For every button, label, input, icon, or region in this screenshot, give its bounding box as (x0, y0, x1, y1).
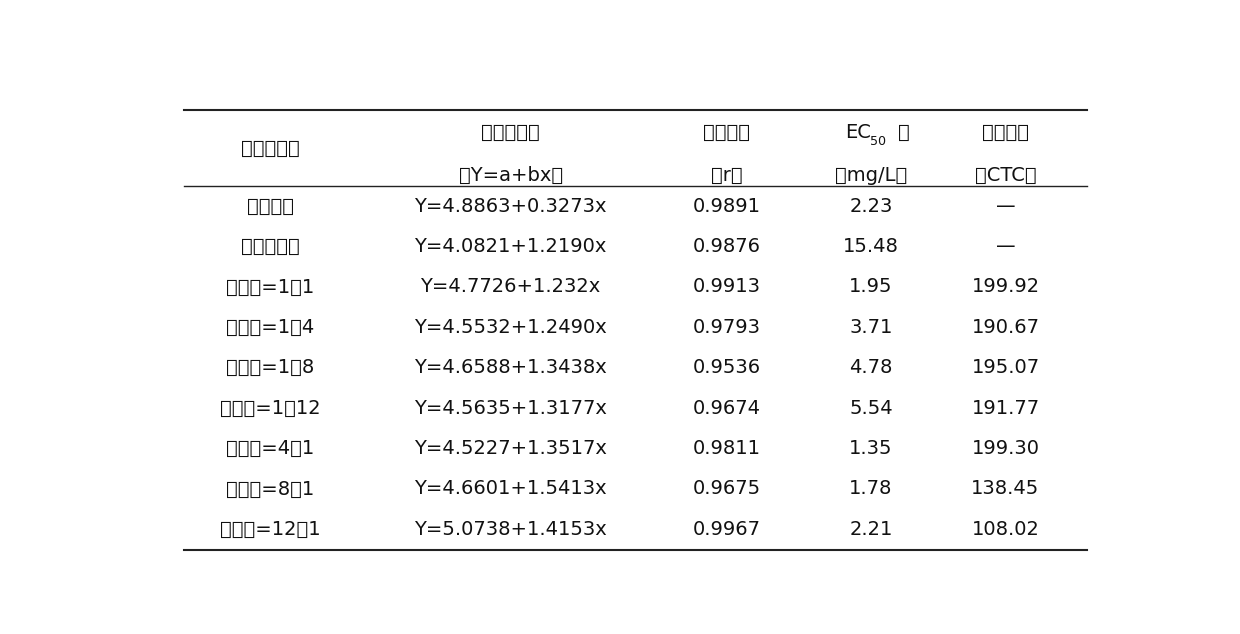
Text: 共毒系数: 共毒系数 (982, 123, 1029, 142)
Text: 2.23: 2.23 (849, 197, 893, 216)
Text: 回归方程式: 回归方程式 (481, 123, 539, 142)
Text: 药剂及配比: 药剂及配比 (241, 139, 300, 158)
Text: 啊：三=1：4: 啊：三=1：4 (226, 318, 315, 337)
Text: 啊：三=1：8: 啊：三=1：8 (226, 358, 315, 377)
Text: 三乙膚酸铝: 三乙膚酸铝 (241, 237, 300, 256)
Text: Y=4.7726+1.232x: Y=4.7726+1.232x (420, 278, 600, 297)
Text: 値: 値 (898, 123, 910, 142)
Text: 0.9913: 0.9913 (693, 278, 761, 297)
Text: 195.07: 195.07 (971, 358, 1039, 377)
Text: 199.92: 199.92 (971, 278, 1039, 297)
Text: Y=4.5532+1.2490x: Y=4.5532+1.2490x (414, 318, 606, 337)
Text: Y=4.5227+1.3517x: Y=4.5227+1.3517x (414, 439, 608, 458)
Text: —: — (996, 197, 1016, 216)
Text: 1.78: 1.78 (849, 479, 893, 498)
Text: Y=4.6601+1.5413x: Y=4.6601+1.5413x (414, 479, 606, 498)
Text: —: — (996, 237, 1016, 256)
Text: （mg/L）: （mg/L） (835, 165, 908, 184)
Text: Y=4.6588+1.3438x: Y=4.6588+1.3438x (414, 358, 606, 377)
Text: Y=4.8863+0.3273x: Y=4.8863+0.3273x (414, 197, 606, 216)
Text: 108.02: 108.02 (972, 520, 1039, 539)
Text: 15.48: 15.48 (843, 237, 899, 256)
Text: 199.30: 199.30 (971, 439, 1039, 458)
Text: 0.9891: 0.9891 (693, 197, 761, 216)
Text: 相关系数: 相关系数 (703, 123, 750, 142)
Text: 138.45: 138.45 (971, 479, 1039, 498)
Text: 50: 50 (870, 136, 887, 148)
Text: 啊：三=8：1: 啊：三=8：1 (226, 479, 315, 498)
Text: 191.77: 191.77 (971, 399, 1039, 418)
Text: 4.78: 4.78 (849, 358, 893, 377)
Text: 3.71: 3.71 (849, 318, 893, 337)
Text: 5.54: 5.54 (849, 399, 893, 418)
Text: 0.9876: 0.9876 (693, 237, 761, 256)
Text: EC: EC (846, 123, 870, 142)
Text: （CTC）: （CTC） (975, 165, 1037, 184)
Text: （Y=a+bx）: （Y=a+bx） (459, 165, 563, 184)
Text: 0.9674: 0.9674 (693, 399, 761, 418)
Text: Y=4.0821+1.2190x: Y=4.0821+1.2190x (414, 237, 606, 256)
Text: Y=4.5635+1.3177x: Y=4.5635+1.3177x (414, 399, 608, 418)
Text: 啊：三=1：1: 啊：三=1：1 (226, 278, 315, 297)
Text: 0.9536: 0.9536 (693, 358, 761, 377)
Text: Y=5.0738+1.4153x: Y=5.0738+1.4153x (414, 520, 606, 539)
Text: 啊酸菌胺: 啊酸菌胺 (247, 197, 294, 216)
Text: 1.95: 1.95 (849, 278, 893, 297)
Text: 0.9811: 0.9811 (693, 439, 761, 458)
Text: 2.21: 2.21 (849, 520, 893, 539)
Text: 啊：三=1：12: 啊：三=1：12 (219, 399, 321, 418)
Text: 1.35: 1.35 (849, 439, 893, 458)
Text: 啊：三=4：1: 啊：三=4：1 (226, 439, 315, 458)
Text: 190.67: 190.67 (971, 318, 1039, 337)
Text: （r）: （r） (711, 165, 743, 184)
Text: 0.9675: 0.9675 (693, 479, 761, 498)
Text: 0.9967: 0.9967 (693, 520, 761, 539)
Text: 啊：三=12：1: 啊：三=12：1 (219, 520, 321, 539)
Text: 0.9793: 0.9793 (693, 318, 761, 337)
